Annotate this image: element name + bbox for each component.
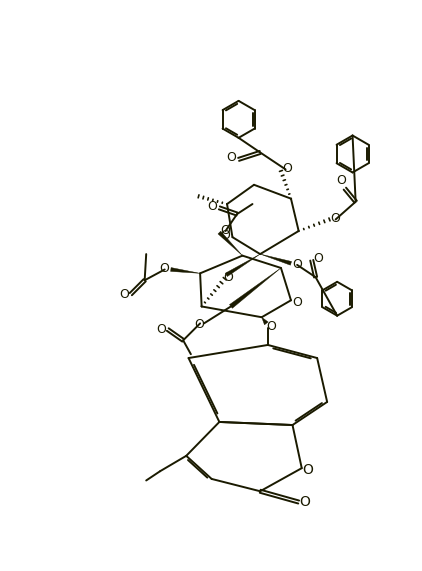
Text: O: O [160,262,170,275]
Text: O: O [119,288,129,300]
Polygon shape [170,268,200,274]
Polygon shape [225,254,260,276]
Polygon shape [218,231,243,256]
Text: O: O [223,271,233,284]
Text: O: O [226,151,236,164]
Polygon shape [262,317,268,325]
Text: O: O [156,323,166,336]
Text: O: O [336,174,346,187]
Text: O: O [331,212,341,225]
Text: O: O [292,296,302,309]
Text: O: O [208,200,217,213]
Text: O: O [303,464,314,477]
Text: O: O [195,317,204,331]
Polygon shape [230,268,281,308]
Text: O: O [266,320,276,333]
Text: O: O [313,252,323,265]
Text: O: O [221,224,230,238]
Text: O: O [299,495,310,509]
Text: O: O [220,229,230,242]
Text: O: O [292,258,302,271]
Polygon shape [260,254,292,265]
Text: O: O [282,162,292,175]
